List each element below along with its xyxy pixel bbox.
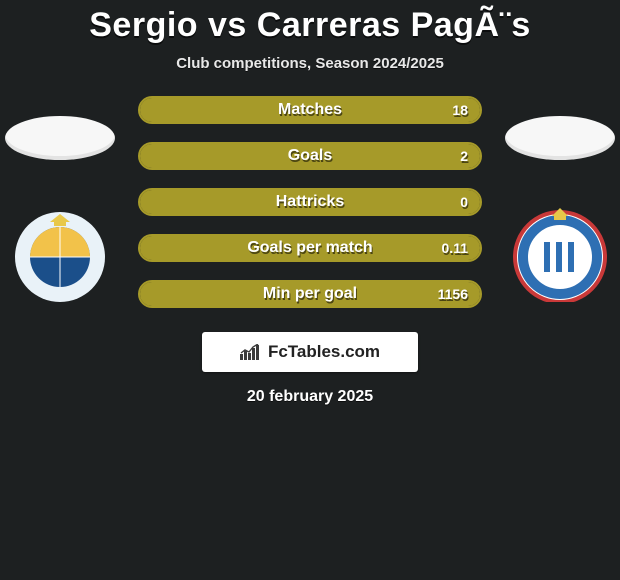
brand-text: FcTables.com bbox=[268, 342, 380, 362]
page-title: Sergio vs Carreras PagÃ¨s bbox=[0, 6, 620, 45]
player-left-column bbox=[0, 116, 120, 302]
stat-value-right: 0 bbox=[460, 194, 468, 210]
stat-row: Matches 18 bbox=[138, 96, 482, 124]
club-crest-right-icon bbox=[510, 202, 610, 302]
stat-value-right: 2 bbox=[460, 148, 468, 164]
brand-link[interactable]: FcTables.com bbox=[202, 332, 418, 372]
stats-list: Matches 18 Goals 2 Hattricks 0 Goals per… bbox=[138, 96, 482, 308]
player-right-placeholder-icon bbox=[505, 116, 615, 160]
player-right-column bbox=[500, 116, 620, 302]
stat-row: Hattricks 0 bbox=[138, 188, 482, 216]
stat-row: Min per goal 1156 bbox=[138, 280, 482, 308]
stat-value-right: 0.11 bbox=[442, 240, 468, 256]
comparison-card: Sergio vs Carreras PagÃ¨s Club competiti… bbox=[0, 0, 620, 580]
player-left-placeholder-icon bbox=[5, 116, 115, 160]
stat-label: Min per goal bbox=[140, 285, 480, 303]
stat-row: Goals 2 bbox=[138, 142, 482, 170]
subtitle: Club competitions, Season 2024/2025 bbox=[0, 55, 620, 72]
stat-label: Goals bbox=[140, 147, 480, 165]
stat-label: Goals per match bbox=[140, 239, 480, 257]
datestamp: 20 february 2025 bbox=[0, 388, 620, 406]
stat-row: Goals per match 0.11 bbox=[138, 234, 482, 262]
stat-value-right: 1156 bbox=[438, 286, 468, 302]
stat-label: Matches bbox=[140, 101, 480, 119]
club-crest-left-icon bbox=[10, 202, 110, 302]
stat-value-right: 18 bbox=[452, 102, 468, 118]
stat-label: Hattricks bbox=[140, 193, 480, 211]
brand-chart-icon bbox=[240, 344, 260, 360]
